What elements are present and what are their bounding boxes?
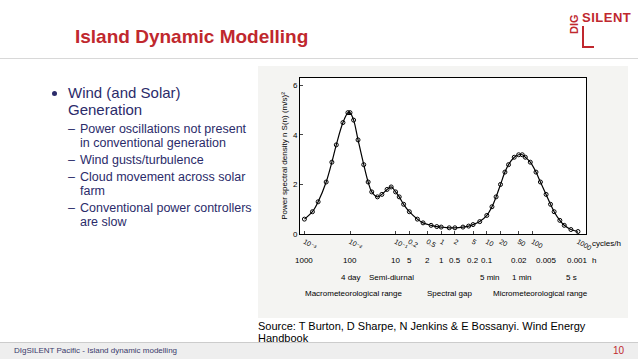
svg-text:2: 2 (453, 238, 460, 246)
svg-text:Spectral gap: Spectral gap (427, 289, 472, 298)
html-text:10: 10 (612, 345, 624, 356)
svg-text:0.5: 0.5 (449, 256, 461, 265)
svg-text:0: 0 (293, 230, 298, 239)
svg-text:10: 10 (391, 256, 400, 265)
svg-text:Power spectral density n S(n): Power spectral density n S(n) (m/s)² (280, 92, 289, 220)
svg-text:Macrometeorological range: Macrometeorological range (305, 289, 402, 298)
svg-text:Micrometeorological range: Micrometeorological range (493, 289, 588, 298)
svg-text:1 min: 1 min (512, 273, 532, 282)
svg-text:4: 4 (293, 131, 298, 140)
svg-text:0.1: 0.1 (481, 256, 493, 265)
svg-text:2: 2 (293, 180, 298, 189)
svg-text:4 day: 4 day (341, 273, 361, 282)
svg-text:0.005: 0.005 (536, 256, 557, 265)
svg-text:1: 1 (439, 256, 444, 265)
svg-text:10: 10 (485, 238, 495, 248)
svg-text:5 s: 5 s (566, 273, 577, 282)
svg-text:1000: 1000 (295, 256, 313, 265)
svg-text:50: 50 (516, 238, 526, 248)
svg-text:cycles/h: cycles/h (592, 239, 621, 248)
svg-text:0.02: 0.02 (511, 256, 527, 265)
svg-text:10⁻³: 10⁻³ (302, 238, 318, 251)
svg-text:0.5: 0.5 (425, 238, 437, 249)
svg-text:0.001: 0.001 (567, 256, 588, 265)
svg-text:5: 5 (407, 256, 412, 265)
svg-text:5 min: 5 min (480, 273, 500, 282)
svg-text:Semi-diurnal: Semi-diurnal (369, 273, 414, 282)
html-text:Wind (and Solar) Generation: Wind (and Solar) Generation (68, 84, 181, 118)
html-text:SILENT: SILENT (582, 10, 632, 25)
svg-text:0.2: 0.2 (407, 238, 419, 249)
html-text:Island Dynamic Modelling: Island Dynamic Modelling (75, 26, 309, 47)
svg-text:100: 100 (343, 256, 357, 265)
html-text:Cloud movement across solar fa: Cloud movement across solar farm (80, 170, 246, 198)
svg-text:10⁻²: 10⁻² (348, 238, 364, 251)
html-text:Source: T Burton, D Sharpe, N: Source: T Burton, D Sharpe, N Jenkins & … (258, 320, 586, 344)
svg-text:100: 100 (530, 238, 544, 250)
svg-text:5: 5 (471, 238, 478, 246)
html-text:DIG: DIG (568, 14, 580, 34)
html-text:Power oscillations not present: Power oscillations not present in conven… (80, 122, 247, 150)
html-text:Wind gusts/turbulence: Wind gusts/turbulence (80, 153, 204, 167)
svg-text:h: h (592, 256, 596, 265)
svg-text:20: 20 (498, 238, 508, 248)
svg-text:10⁻¹: 10⁻¹ (393, 238, 409, 251)
svg-text:6: 6 (293, 81, 298, 90)
svg-text:1: 1 (439, 238, 446, 246)
svg-text:2: 2 (425, 256, 430, 265)
html-text:Conventional power controllers: Conventional power controllers are slow (80, 201, 252, 229)
html-text:DIgSILENT Pacific - Island dyn: DIgSILENT Pacific - Island dynamic model… (14, 346, 177, 355)
svg-text:0.2: 0.2 (467, 256, 479, 265)
svg-text:1000: 1000 (576, 238, 593, 252)
